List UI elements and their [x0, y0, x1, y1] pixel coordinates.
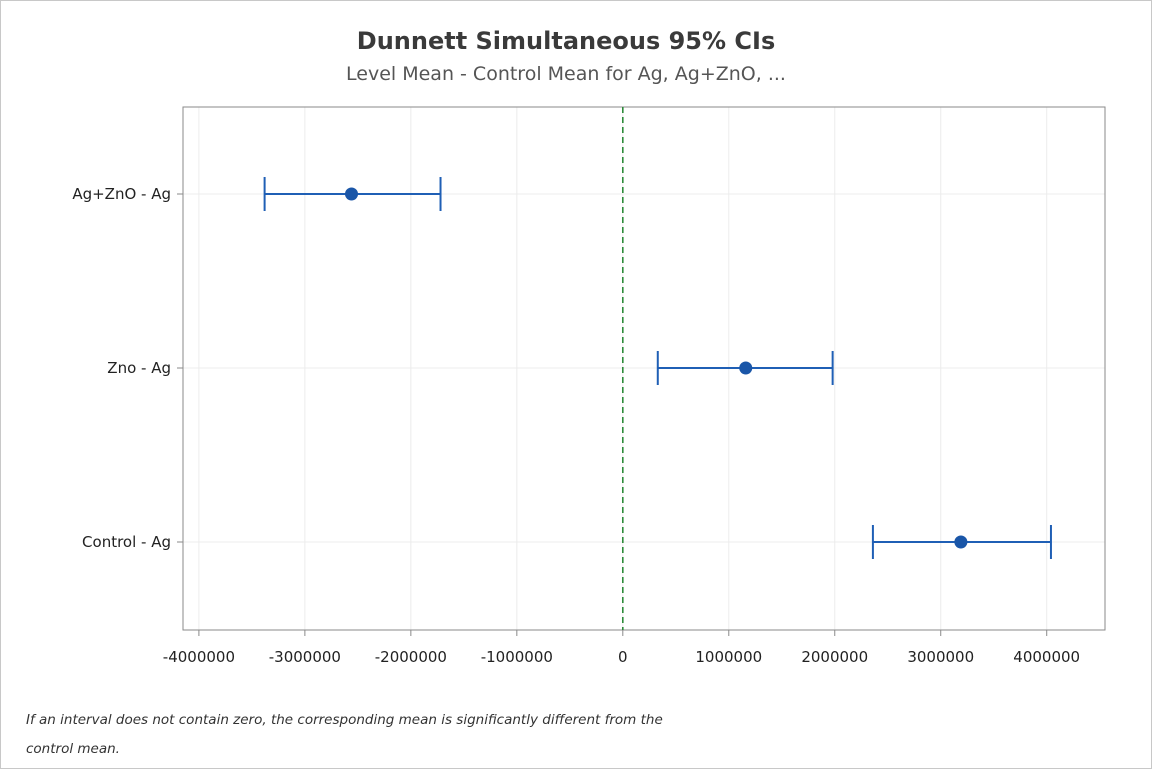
ci-mean-point: [345, 187, 359, 201]
ci-mean-point: [954, 535, 968, 549]
x-tick-label: 0: [618, 648, 628, 666]
x-tick-label: 2000000: [801, 648, 868, 666]
chart-title: Dunnett Simultaneous 95% CIs: [356, 27, 776, 55]
x-tick-label: -3000000: [269, 648, 341, 666]
footnote-line-1: If an interval does not contain zero, th…: [26, 712, 663, 728]
x-tick-label: 1000000: [695, 648, 762, 666]
y-tick-label: Zno - Ag: [107, 359, 171, 377]
x-tick-label: -2000000: [375, 648, 447, 666]
footnote-line-2: control mean.: [26, 741, 120, 757]
x-tick-label: -4000000: [163, 648, 235, 666]
x-tick-label: 3000000: [907, 648, 974, 666]
x-tick-label: -1000000: [481, 648, 553, 666]
ci-mean-point: [739, 361, 753, 375]
y-tick-label: Control - Ag: [82, 533, 171, 551]
x-tick-label: 4000000: [1013, 648, 1080, 666]
y-tick-label: Ag+ZnO - Ag: [72, 185, 171, 203]
chart-subtitle: Level Mean - Control Mean for Ag, Ag+ZnO…: [346, 63, 786, 85]
